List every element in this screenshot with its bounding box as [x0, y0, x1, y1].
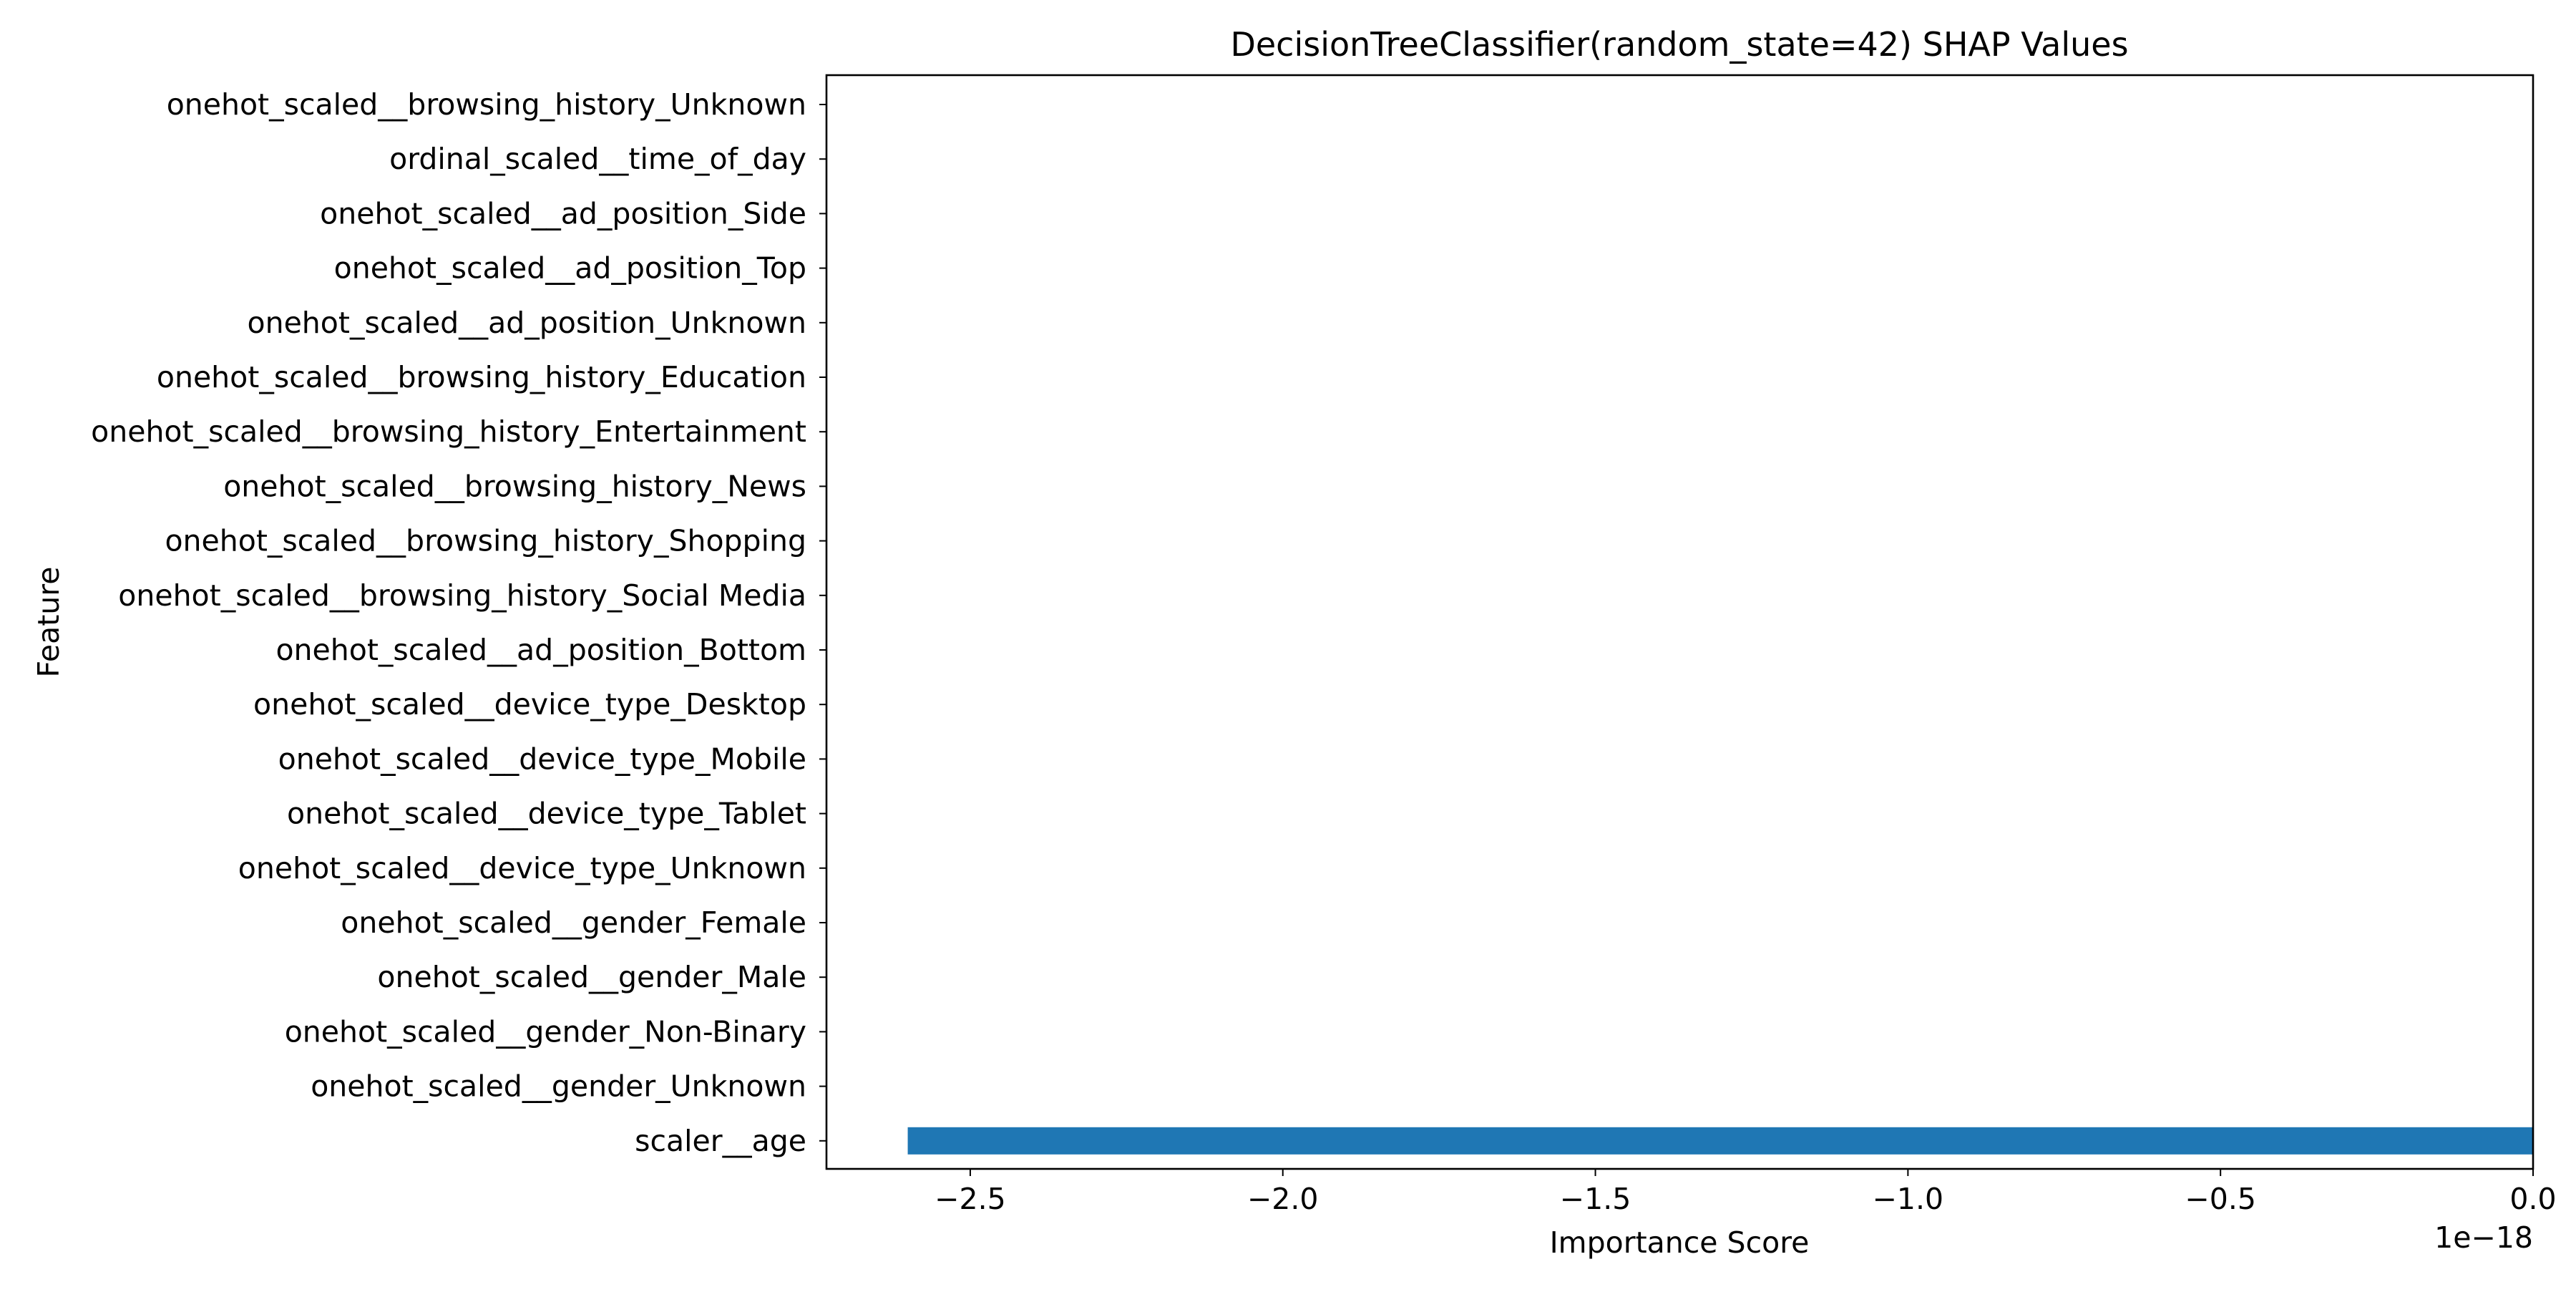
y-tick-label: onehot_scaled__gender_Unknown [311, 1069, 806, 1104]
bar [907, 1127, 2534, 1155]
plot-frame [825, 74, 2534, 1170]
x-tick-label: −1.5 [1560, 1182, 1631, 1216]
y-tick-label: ordinal_scaled__time_of_day [389, 142, 806, 176]
y-tick-label: onehot_scaled__device_type_Desktop [253, 687, 806, 722]
y-tick-label: onehot_scaled__ad_position_Top [334, 251, 806, 286]
y-tick-label: onehot_scaled__browsing_history_Educatio… [157, 360, 806, 394]
x-tick-label: −2.0 [1247, 1182, 1319, 1216]
y-tick-label: onehot_scaled__gender_Female [341, 905, 806, 940]
bars-layer [907, 1127, 2534, 1155]
x-tick-label: 0.0 [2509, 1182, 2556, 1216]
x-axis-offset-label: 1e−18 [2434, 1220, 2533, 1255]
x-tick-label: −2.5 [935, 1182, 1006, 1216]
chart-title: DecisionTreeClassifier(random_state=42) … [1230, 25, 2128, 64]
y-tick-label: onehot_scaled__browsing_history_Entertai… [91, 414, 806, 449]
y-tick-label: onehot_scaled__browsing_history_News [223, 469, 806, 503]
x-axis-label: Importance Score [1550, 1225, 1810, 1260]
y-tick-label: onehot_scaled__device_type_Mobile [278, 742, 806, 776]
y-tick-label: onehot_scaled__ad_position_Bottom [275, 633, 806, 667]
y-axis: onehot_scaled__browsing_history_Unknowno… [91, 87, 826, 1158]
x-tick-label: −1.0 [1873, 1182, 1944, 1216]
y-tick-label: onehot_scaled__gender_Non-Binary [285, 1014, 806, 1049]
y-tick-label: onehot_scaled__browsing_history_Shopping [165, 524, 806, 558]
x-tick-label: −0.5 [2185, 1182, 2256, 1216]
y-tick-label: scaler__age [635, 1124, 806, 1158]
y-tick-label: onehot_scaled__browsing_history_Social M… [118, 578, 806, 613]
y-tick-label: onehot_scaled__device_type_Tablet [287, 797, 806, 831]
y-tick-label: onehot_scaled__ad_position_Side [320, 196, 806, 230]
y-tick-label: onehot_scaled__browsing_history_Unknown [167, 87, 806, 122]
y-tick-label: onehot_scaled__device_type_Unknown [238, 851, 806, 885]
y-tick-label: onehot_scaled__ad_position_Unknown [248, 306, 806, 340]
x-axis: −2.5 −2.0 −1.5 −1.0 −0.5 0.0 [935, 1169, 2557, 1216]
y-axis-label: Feature [31, 567, 66, 678]
y-tick-label: onehot_scaled__gender_Male [377, 960, 806, 994]
